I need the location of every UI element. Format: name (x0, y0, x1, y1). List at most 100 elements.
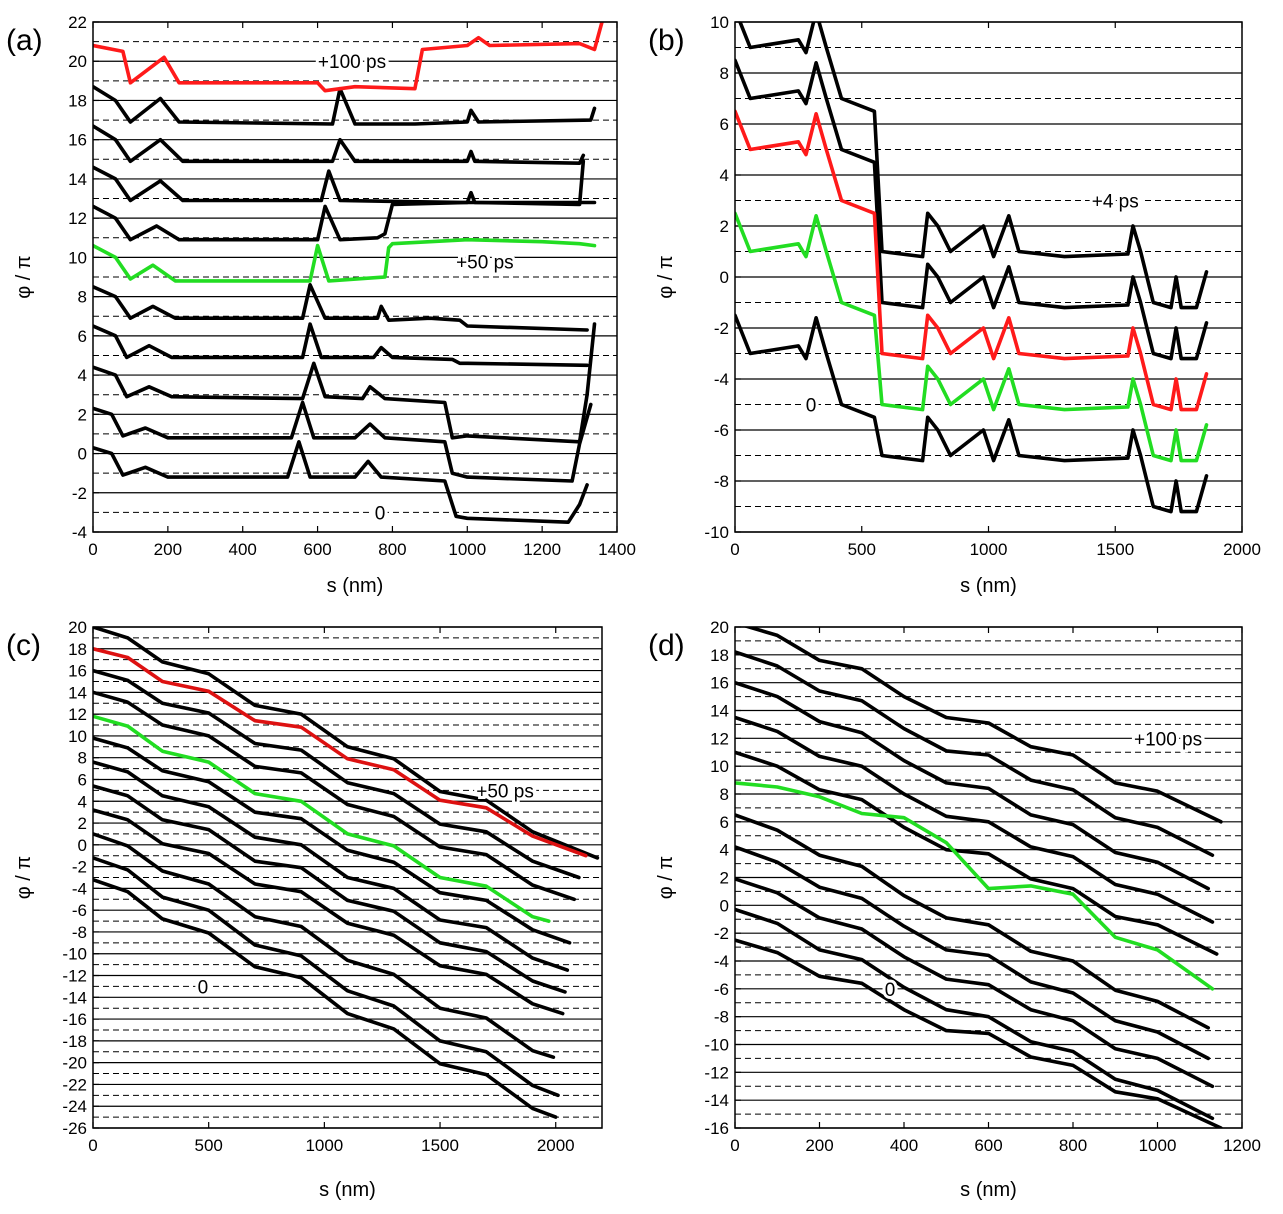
curve (93, 736, 572, 945)
y-axis-label: φ / π (655, 856, 677, 899)
y-tick-label: 8 (720, 64, 729, 83)
curve (93, 84, 597, 126)
y-tick-label: -2 (714, 924, 729, 943)
x-tick-label: 800 (1059, 1136, 1087, 1155)
curve (93, 627, 600, 860)
y-tick-label: 18 (68, 640, 87, 659)
curve (93, 400, 593, 483)
y-tick-label: 20 (68, 618, 87, 637)
annotation: 0 (806, 396, 817, 417)
y-tick-label: 4 (720, 841, 729, 860)
y-tick-label: 0 (720, 896, 729, 915)
plot-frame (92, 626, 603, 1129)
x-tick-label: 1200 (523, 540, 561, 559)
annotation: 0 (375, 503, 386, 524)
panel-label: (a) (6, 24, 43, 57)
curve (735, 877, 1215, 1089)
curve (735, 680, 1210, 891)
y-tick-label: -6 (714, 421, 729, 440)
plot-frame (734, 626, 1243, 1129)
y-tick-label: 6 (78, 327, 87, 346)
curve (735, 907, 1215, 1121)
y-tick-label: -14 (704, 1091, 729, 1110)
curve (93, 808, 565, 1016)
y-tick-label: 8 (720, 785, 729, 804)
y-tick-label: 10 (68, 248, 87, 267)
y-tick-label: 12 (710, 729, 729, 748)
y-tick-label: 12 (68, 705, 87, 724)
annotation: 0 (198, 977, 209, 998)
curve (742, 627, 1223, 824)
y-tick-label: 18 (710, 646, 729, 665)
x-tick-label: 800 (378, 540, 406, 559)
y-tick-label: -4 (72, 879, 87, 898)
curve (93, 647, 588, 858)
y-tick-label: 0 (720, 268, 729, 287)
x-tick-label: 1000 (1139, 1136, 1177, 1155)
y-tick-label: -20 (62, 1054, 87, 1073)
y-tick-label: 20 (68, 52, 87, 71)
curve (738, 22, 1209, 310)
curve (93, 159, 586, 207)
curve (93, 856, 560, 1098)
y-tick-label: 0 (78, 445, 87, 464)
plot-frame (734, 21, 1243, 533)
y-tick-label: -2 (72, 858, 87, 877)
annotation: +100 ps (318, 52, 386, 73)
curve (93, 832, 556, 1059)
y-tick-label: -2 (72, 484, 87, 503)
x-tick-label: 2000 (537, 1136, 575, 1155)
curve (93, 200, 597, 242)
y-tick-label: -26 (62, 1119, 87, 1138)
curve (735, 938, 1223, 1128)
panel-label: (d) (648, 629, 685, 662)
curve (735, 845, 1210, 1061)
annotation: +50 ps (476, 781, 534, 802)
annotation: +100 ps (1134, 729, 1202, 750)
y-tick-label: 22 (68, 13, 87, 32)
y-tick-label: 18 (68, 91, 87, 110)
y-tick-label: -22 (62, 1075, 87, 1094)
y-tick-label: 14 (710, 702, 729, 721)
x-tick-label: 0 (730, 1136, 739, 1155)
x-axis-label: s (nm) (327, 575, 384, 597)
curve (735, 650, 1215, 857)
curve (735, 813, 1210, 1030)
y-tick-label: -18 (62, 1032, 87, 1051)
y-tick-label: 0 (78, 836, 87, 855)
y-tick-label: -10 (704, 523, 729, 542)
x-tick-label: 0 (88, 1136, 97, 1155)
curve (93, 784, 567, 994)
y-tick-label: 6 (78, 770, 87, 789)
panel: -10 -8 -6 -4 -2 0 2 4 6 8 10 0 500 1000 1500 2000 +4 ps 0… (648, 13, 1261, 597)
y-tick-label: 8 (78, 749, 87, 768)
y-tick-label: -12 (704, 1063, 729, 1082)
y-tick-label: -24 (62, 1097, 87, 1116)
y-tick-label: -10 (704, 1036, 729, 1055)
curve (93, 877, 558, 1119)
y-tick-label: -2 (714, 319, 729, 338)
y-tick-label: 16 (68, 131, 87, 150)
x-tick-label: 600 (303, 540, 331, 559)
x-tick-label: 1400 (598, 540, 636, 559)
curve (93, 714, 551, 923)
y-tick-label: 2 (720, 869, 729, 888)
curve (93, 237, 597, 283)
curve (93, 283, 589, 332)
x-tick-label: 400 (890, 1136, 918, 1155)
x-tick-label: 0 (88, 540, 97, 559)
y-tick-label: -8 (72, 923, 87, 942)
x-tick-label: 500 (194, 1136, 222, 1155)
annotation: +4 ps (1092, 192, 1139, 213)
curve (93, 440, 589, 524)
x-tick-label: 2000 (1223, 540, 1261, 559)
panel-label: (c) (6, 629, 41, 662)
y-tick-label: 16 (710, 674, 729, 693)
y-axis-label: φ / π (655, 255, 677, 298)
curve (735, 58, 1209, 361)
y-tick-label: 14 (68, 170, 87, 189)
x-tick-label: 200 (805, 1136, 833, 1155)
y-tick-label: -4 (714, 952, 729, 971)
y-tick-label: -10 (62, 945, 87, 964)
